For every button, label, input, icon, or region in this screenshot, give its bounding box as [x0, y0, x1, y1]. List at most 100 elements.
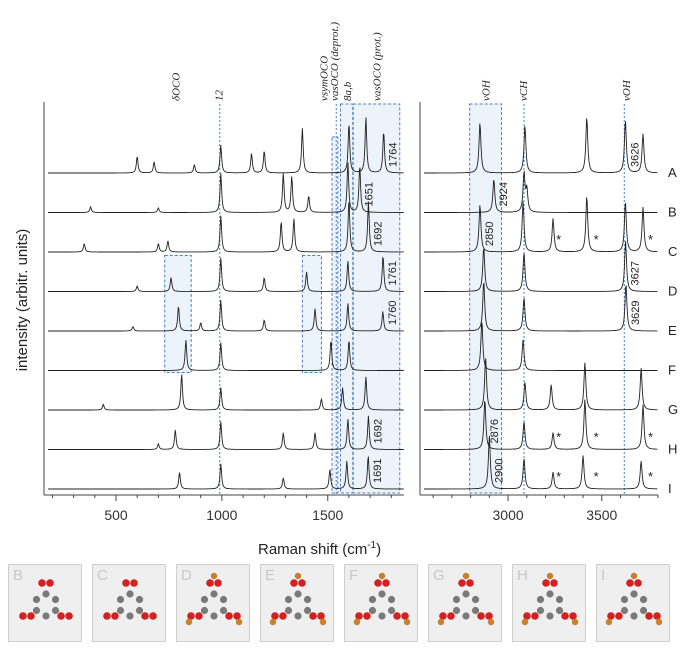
- molecule-icon: [521, 572, 579, 626]
- mode-label: νOH: [621, 79, 633, 101]
- molecule-icon: [185, 572, 243, 626]
- thumbnail-H: H: [512, 564, 586, 642]
- artifact-star: *: [556, 469, 561, 484]
- x-tick-label: 500: [104, 507, 128, 523]
- x-axis-title: Raman shift (cm-1): [258, 540, 381, 558]
- peak-label: 1691: [372, 459, 384, 483]
- spectrum-F-left: [48, 340, 404, 371]
- x-tick-label: 3500: [586, 507, 617, 523]
- peak-label: 3626: [629, 143, 641, 167]
- artifact-star: *: [594, 469, 599, 484]
- spectrum-E-left: [48, 300, 404, 332]
- thumbnail-B: B: [8, 564, 82, 642]
- annotation-labels: A B C D E F G H I 1764 1651 1692 1761 1760 1692 1691 362…: [170, 22, 678, 496]
- highlight-box: [331, 136, 339, 494]
- peak-label: 2900: [493, 459, 505, 483]
- molecule-icon: [269, 572, 327, 626]
- spectrum-C-left: [48, 201, 404, 253]
- peak-label: 1651: [364, 182, 376, 206]
- mode-label: 12: [214, 90, 226, 102]
- spectrum-E-right: [424, 282, 658, 332]
- highlight-boxes: [164, 103, 503, 494]
- spectra: [48, 117, 658, 490]
- peak-label: 1692: [372, 419, 384, 443]
- thumbnail-I: I: [596, 564, 670, 642]
- artifact-star: *: [556, 232, 561, 247]
- series-label-D: D: [668, 284, 677, 299]
- molecule-icon: [437, 572, 495, 626]
- mode-label: νOH: [481, 79, 493, 101]
- peak-label: 3627: [630, 261, 642, 285]
- series-label-I: I: [668, 481, 672, 496]
- series-label-A: A: [668, 165, 677, 180]
- mode-label: 8a,b: [342, 81, 354, 101]
- artifact-star: *: [648, 430, 653, 445]
- peak-label: 1764: [388, 143, 400, 167]
- spectrum-G-left: [48, 374, 404, 411]
- peak-label: 2876: [489, 419, 501, 443]
- peak-label: 3629: [630, 301, 642, 325]
- series-label-B: B: [668, 205, 677, 220]
- spectrum-B-right: [424, 170, 658, 213]
- spectrum-D-right: [424, 241, 658, 292]
- mode-label: νasOCO (deprot.): [329, 22, 341, 101]
- thumbnail-C: C: [92, 564, 166, 642]
- series-label-H: H: [668, 442, 677, 457]
- spectrum-G-right: [424, 358, 658, 411]
- spectrum-A-left: [48, 117, 404, 174]
- highlight-box: [352, 103, 401, 494]
- raman-spectra-figure: 500 1000 1500 3000 3500 A B C D E F G H I 1764 1651 169…: [14, 22, 678, 558]
- thumbnail-E: E: [260, 564, 334, 642]
- mode-label: νCH: [518, 80, 530, 101]
- molecule-icon: [19, 579, 73, 620]
- series-label-G: G: [668, 402, 678, 417]
- thumbnail-label: I: [601, 567, 606, 584]
- spectrum-D-left: [48, 257, 404, 292]
- y-axis-title: intensity (arbitr. units): [14, 229, 31, 372]
- thumbnail-label: G: [433, 567, 445, 584]
- series-label-E: E: [668, 323, 677, 338]
- thumbnail-label: B: [13, 567, 24, 584]
- artifact-star: *: [556, 430, 561, 445]
- thumbnail-label: F: [349, 567, 359, 584]
- spectrum-I-left: [48, 456, 404, 490]
- spectrum-A-right: [424, 118, 658, 174]
- x-tick-label: 1000: [206, 507, 237, 523]
- molecule-icon: [605, 572, 663, 626]
- mode-label: νsymOCO: [319, 56, 331, 101]
- series-label-F: F: [668, 363, 676, 378]
- spectrum-H-right: [424, 399, 658, 450]
- peak-label: 1692: [372, 222, 384, 246]
- thumbnail-D: D: [176, 564, 250, 642]
- thumbnail-label: E: [265, 567, 276, 584]
- mode-label: νasOCO (prot.): [371, 32, 383, 101]
- axes: 500 1000 1500 3000 3500: [43, 102, 659, 523]
- artifact-star: *: [594, 430, 599, 445]
- thumbnail-label: C: [97, 567, 108, 584]
- mode-label: δOCO: [170, 73, 182, 101]
- highlight-box: [301, 255, 322, 373]
- spectrum-I-right: [424, 435, 658, 490]
- spectrum-F-right: [424, 322, 658, 371]
- x-tick-label: 1500: [312, 507, 343, 523]
- peak-label: 2924: [498, 182, 510, 206]
- molecule-icon: [103, 579, 157, 620]
- spectrum-H-left: [48, 415, 404, 450]
- reference-lines: [219, 104, 625, 495]
- artifact-star: *: [648, 469, 653, 484]
- molecule-thumbnails: B C D E F G H I: [8, 564, 678, 644]
- spectrum-C-right: [424, 197, 658, 253]
- artifact-star: *: [594, 232, 599, 247]
- series-label-C: C: [668, 244, 677, 259]
- thumbnail-F: F: [344, 564, 418, 642]
- thumbnail-label: H: [517, 567, 528, 584]
- peak-label: 2850: [484, 222, 496, 246]
- thumbnail-G: G: [428, 564, 502, 642]
- spectrum-B-left: [48, 162, 404, 213]
- artifact-star: *: [648, 232, 653, 247]
- molecule-icon: [353, 572, 411, 626]
- x-tick-label: 3000: [493, 507, 524, 523]
- peak-label: 1761: [387, 261, 399, 285]
- peak-label: 1760: [387, 301, 399, 325]
- thumbnail-label: D: [181, 567, 192, 584]
